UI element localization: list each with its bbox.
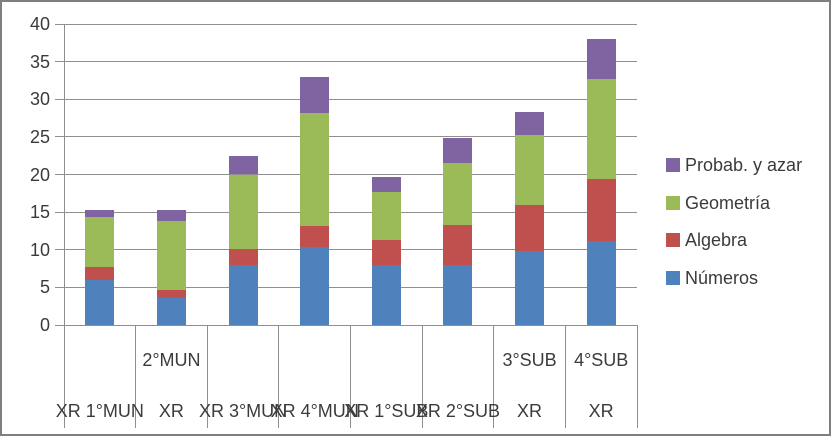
x-axis-label-bottom: XR 1°SUB [344, 401, 429, 421]
y-axis-tick-label: 0 [39, 315, 50, 335]
y-axis-tick-label: 20 [29, 164, 50, 185]
x-axis-label-group: 2°MUN [142, 350, 201, 370]
bar-segment-probab-y-azar [371, 176, 401, 192]
gridline [55, 23, 637, 25]
category-separator [278, 325, 280, 428]
gridline [55, 174, 637, 175]
bar-segment-numeros [228, 264, 258, 325]
x-axis-label-group: 3°SUB [502, 350, 557, 370]
bar-segment-geometria [156, 221, 186, 290]
category-separator [564, 325, 566, 428]
bar-segment-algebra [515, 204, 545, 252]
legend-item-numeros: Números [666, 268, 758, 288]
legend-label-geometria: Geometría [685, 192, 771, 213]
gridline [55, 211, 637, 213]
x-axis-label-bottom: XR 3°MUN [198, 401, 288, 421]
legend-swatch-geometria [666, 195, 680, 210]
bar-segment-numeros [515, 251, 545, 325]
y-axis-line [63, 24, 65, 428]
bar-segment-geometria [85, 216, 115, 268]
bar-segment-algebra [228, 248, 258, 265]
bar-segment-geometria [228, 174, 258, 249]
bar-segment-numeros [371, 264, 401, 325]
category-separator [135, 325, 137, 428]
bar-segment-numeros [85, 279, 115, 325]
bar-segment-geometria [443, 163, 473, 225]
bar-segment-probab-y-azar [228, 156, 258, 175]
legend-label-probab-y-azar: Probab. y azar [685, 155, 803, 175]
legend-item-probab-y-azar: Probab. y azar [666, 155, 802, 175]
legend-swatch-numeros [666, 270, 680, 285]
x-axis-label-group: 4°SUB [574, 350, 629, 370]
y-axis-tick-label: 5 [39, 277, 50, 298]
legend-label-numeros: Números [685, 267, 759, 288]
y-axis-tick-label: 40 [29, 14, 50, 34]
bar-segment-numeros [443, 264, 473, 325]
legend-item-algebra: Algebra [666, 230, 747, 250]
gridline [55, 98, 637, 100]
legend-label-algebra: Algebra [685, 230, 748, 250]
category-separator [493, 325, 495, 428]
bar-segment-algebra [300, 225, 330, 248]
legend-item-geometria: Geometría [666, 193, 770, 213]
category-separator [350, 325, 351, 428]
y-axis-tick-label: 35 [29, 51, 50, 72]
bar-segment-probab-y-azar [156, 209, 186, 222]
bar-segment-probab-y-azar [85, 209, 115, 217]
bar-segment-geometria [300, 112, 330, 226]
x-axis-label-bottom: XR [158, 401, 184, 421]
bar-segment-algebra [156, 289, 186, 298]
bar-segment-geometria [371, 191, 401, 240]
bar-segment-algebra [586, 179, 616, 242]
y-axis-tick-label: 30 [29, 89, 50, 110]
x-axis-label-bottom: XR 4°MUN [270, 401, 359, 421]
bar-segment-probab-y-azar [443, 137, 473, 164]
bar-segment-numeros [300, 247, 330, 325]
legend-swatch-algebra [666, 233, 680, 247]
gridline [55, 286, 637, 288]
bar-segment-algebra [443, 224, 473, 265]
y-axis-tick-label: 25 [29, 126, 50, 147]
bar-segment-numeros [156, 297, 186, 325]
bar-segment-probab-y-azar [300, 76, 330, 113]
y-axis-tick-label: 10 [29, 239, 50, 260]
gridline [55, 249, 637, 251]
x-axis-label-bottom: XR [517, 401, 543, 421]
bar-segment-probab-y-azar [586, 39, 616, 79]
bar-segment-algebra [85, 267, 115, 280]
y-axis-tick-label: 15 [29, 202, 50, 223]
gridline [55, 136, 637, 138]
category-separator [636, 325, 638, 428]
bar-segment-geometria [586, 78, 616, 179]
bar-segment-probab-y-azar [515, 112, 545, 136]
bar-segment-geometria [515, 135, 545, 205]
x-axis-label-bottom: XR 2°SUB [415, 401, 501, 421]
bar-segment-algebra [371, 239, 401, 265]
bar-segment-numeros [586, 241, 616, 325]
x-axis-label-bottom: XR 1°MUN [55, 401, 144, 421]
x-axis-line [55, 324, 637, 326]
x-axis-label-bottom: XR [588, 401, 614, 421]
gridline [55, 61, 637, 63]
category-separator [421, 325, 423, 428]
category-separator [206, 325, 208, 428]
legend-swatch-probab-y-azar [666, 158, 680, 172]
